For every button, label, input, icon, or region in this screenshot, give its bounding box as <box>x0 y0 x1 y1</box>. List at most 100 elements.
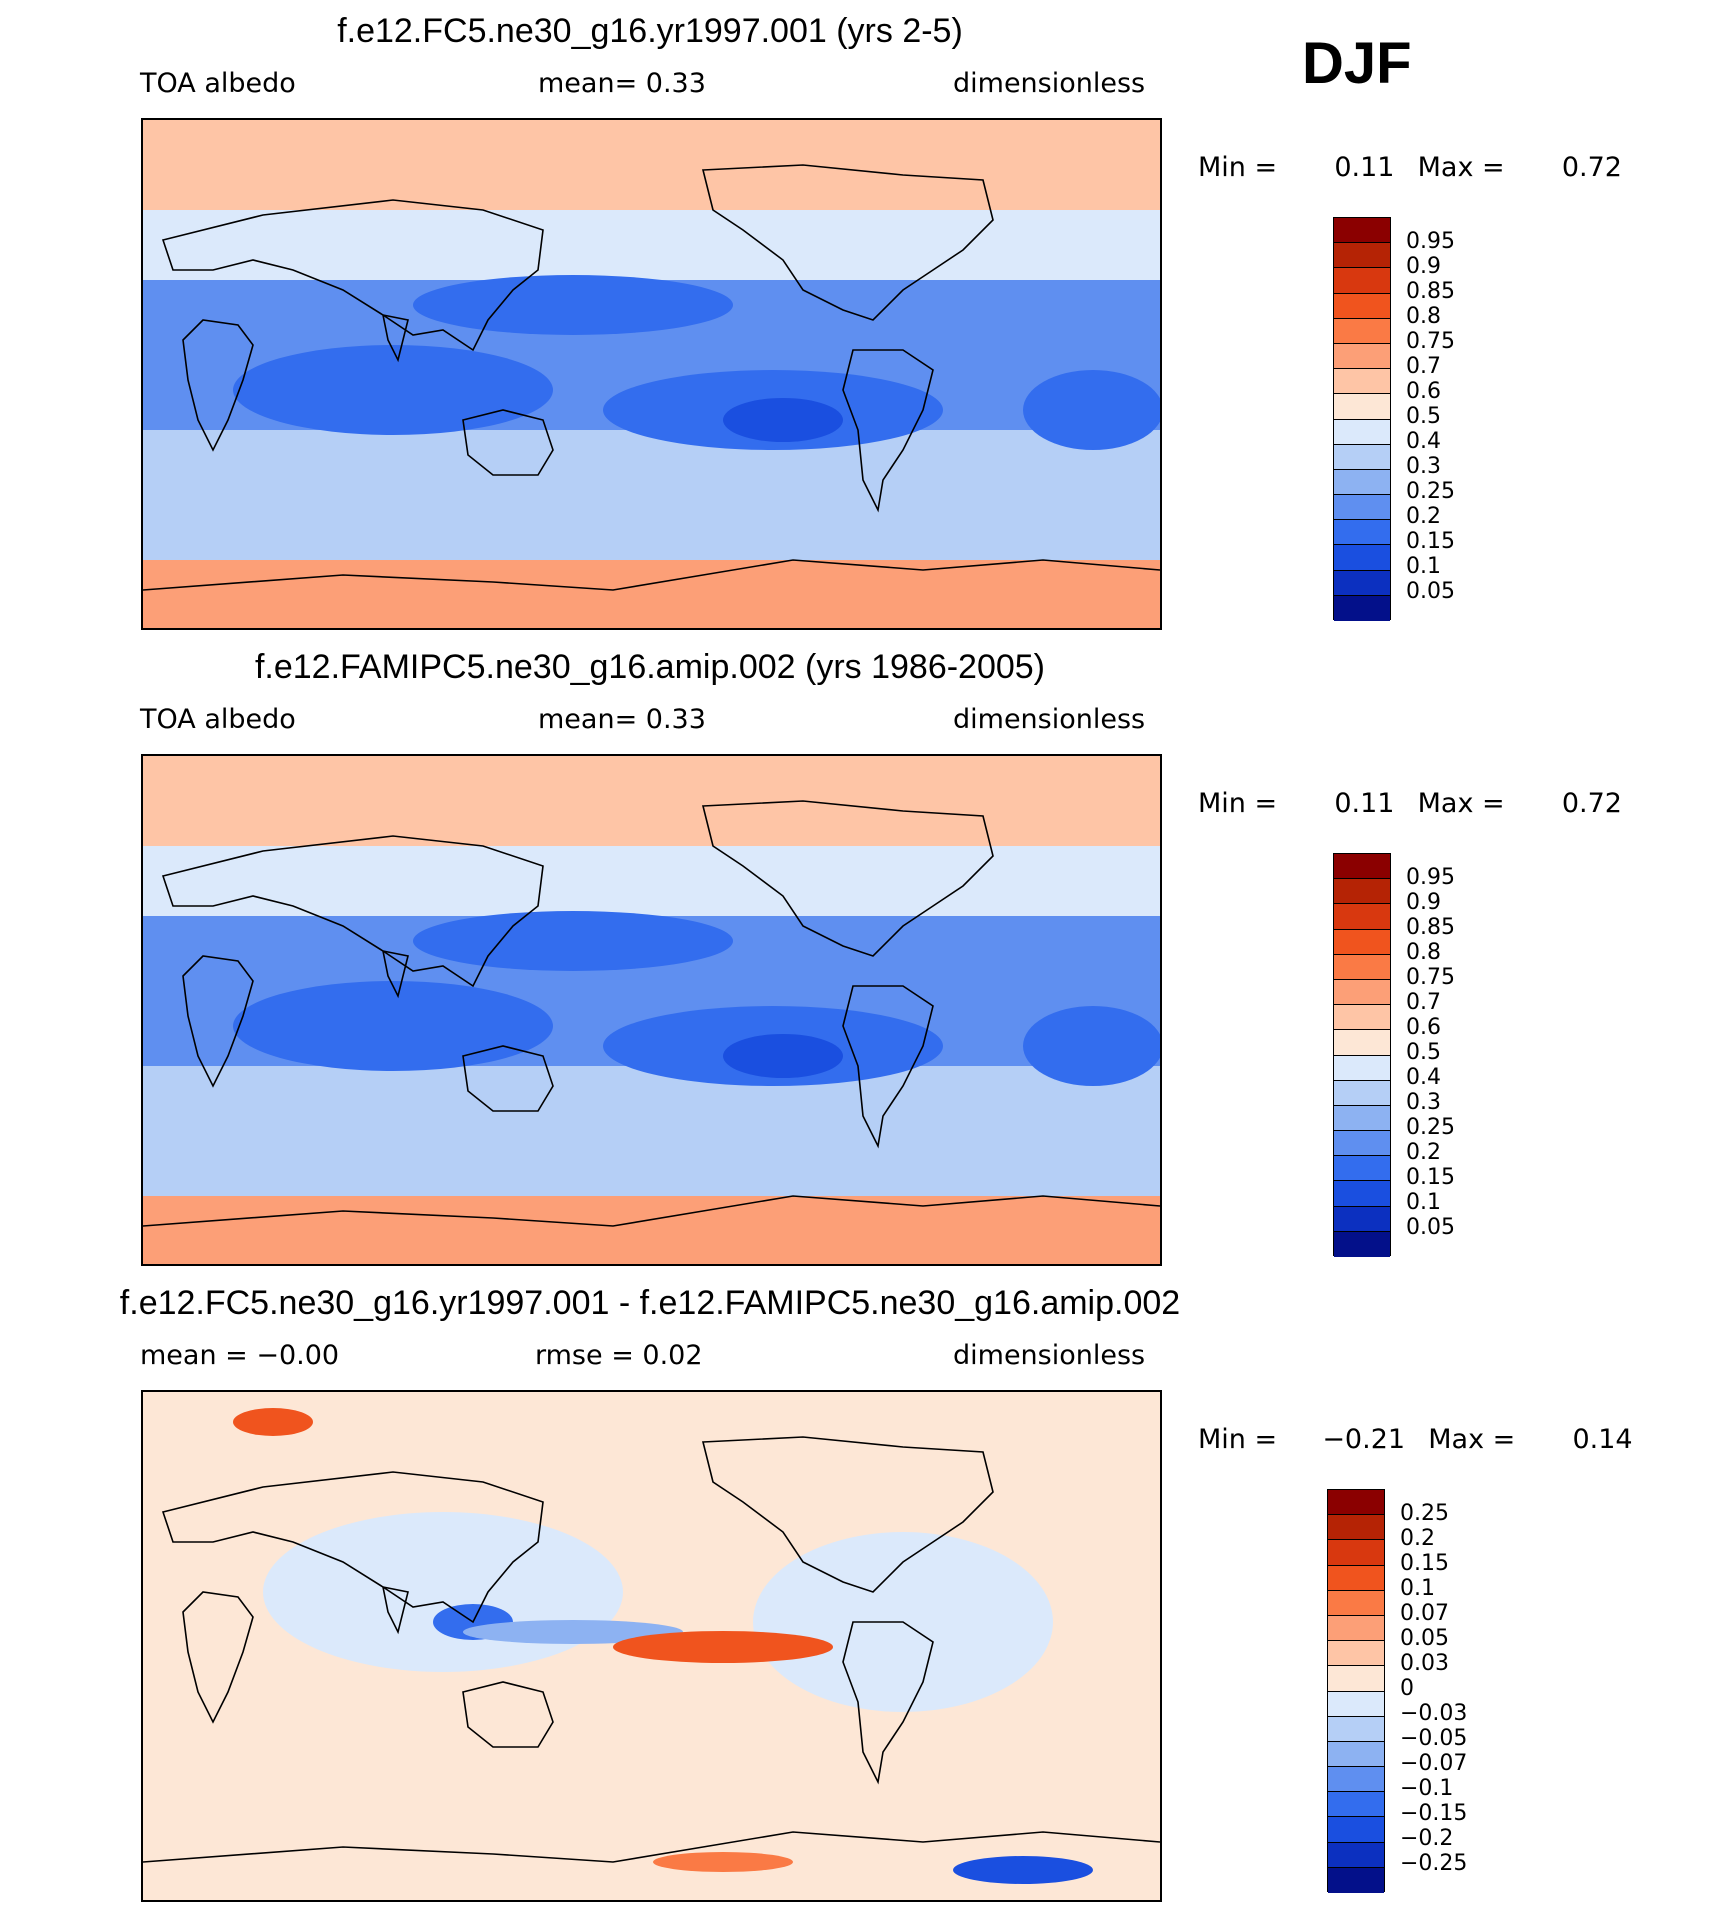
field-north-polar <box>143 120 1160 210</box>
coastline <box>701 800 994 957</box>
colorbar-swatch <box>1328 1691 1384 1717</box>
field-south-polar <box>143 560 1160 628</box>
panel-1-variable: TOA albedo <box>140 68 296 99</box>
coastline <box>182 1591 254 1724</box>
colorbar-swatch <box>1334 243 1390 269</box>
colorbar-swatch <box>1334 879 1390 905</box>
colorbar-label: 0.7 <box>1406 354 1441 379</box>
field-atlantic-low <box>1023 1006 1160 1086</box>
panel-3-max-value: 0.14 <box>1572 1424 1633 1455</box>
colorbar-swatch <box>1334 495 1390 521</box>
colorbar-label: 0 <box>1400 1676 1414 1701</box>
colorbar-label: 0.2 <box>1406 504 1441 529</box>
field-greenland-pos <box>233 1408 313 1436</box>
panel-3-rmse: rmse = 0.02 <box>535 1340 703 1371</box>
colorbar-label: 0.2 <box>1406 1140 1441 1165</box>
panel-1-max-label: Max = <box>1417 152 1505 183</box>
field-antarctic-pos <box>653 1852 793 1872</box>
coastline <box>462 409 554 476</box>
colorbar-swatch <box>1328 1565 1384 1591</box>
coastline <box>462 1681 554 1748</box>
panel-1-colorbar-labels: 0.95 0.9 0.85 0.8 0.75 0.7 0.6 0.5 0.4 0.3 0.25 0.2… <box>1406 229 1455 604</box>
panel-1-min-value: 0.11 <box>1334 152 1395 183</box>
field-npacific-low <box>413 275 733 335</box>
panel-2-max-label: Max = <box>1417 788 1505 819</box>
colorbar-swatch <box>1334 318 1390 344</box>
field-npacific-low <box>413 911 733 971</box>
colorbar-label: −0.03 <box>1400 1701 1468 1726</box>
colorbar-swatch <box>1334 1055 1390 1081</box>
field-indian-low <box>233 981 553 1071</box>
colorbar-label: 0.25 <box>1400 1501 1449 1526</box>
colorbar-label: 0.1 <box>1406 554 1441 579</box>
panel-2-min-label: Min = <box>1198 788 1278 819</box>
field-pacific-min <box>723 398 843 442</box>
colorbar-swatch <box>1334 1156 1390 1182</box>
coastline <box>143 559 1160 591</box>
field-south-midlat <box>143 450 1160 560</box>
colorbar-swatch <box>1334 1005 1390 1031</box>
colorbar-label: 0.3 <box>1406 1090 1441 1115</box>
colorbar-label: −0.25 <box>1400 1851 1468 1876</box>
colorbar-swatch <box>1334 979 1390 1006</box>
panel-1-units: dimensionless <box>953 68 1146 99</box>
field-north-midlat <box>143 210 1160 280</box>
field-south-polar <box>143 1196 1160 1264</box>
panel-3-mean: mean = −0.00 <box>140 1340 340 1371</box>
panel-2-colorbar-labels: 0.95 0.9 0.85 0.8 0.75 0.7 0.6 0.5 0.4 0.3 0.25 0.2… <box>1406 865 1455 1240</box>
panel-2-min-value: 0.11 <box>1334 788 1395 819</box>
colorbar-swatch <box>1334 1030 1390 1056</box>
colorbar-label: 0.4 <box>1406 1065 1441 1090</box>
panel-3-colorbar-labels: 0.25 0.2 0.15 0.1 0.07 0.05 0.03 0 −0.03 −0.05 −0.… <box>1400 1501 1467 1876</box>
colorbar-label: −0.15 <box>1400 1801 1468 1826</box>
panel-2-minmax: Min = 0.11 Max = 0.72 <box>1198 788 1622 819</box>
coastline <box>161 835 544 988</box>
colorbar-label: 0.5 <box>1406 404 1441 429</box>
panel-3-min-value: −0.21 <box>1322 1424 1406 1455</box>
coastline <box>462 1045 554 1112</box>
colorbar-swatch <box>1334 929 1390 955</box>
colorbar-label: 0.75 <box>1406 965 1455 990</box>
colorbar-label: 0.25 <box>1406 1115 1455 1140</box>
panel-2-map <box>141 754 1162 1266</box>
colorbar-swatch <box>1328 1666 1384 1692</box>
panel-3-max-label: Max = <box>1428 1424 1516 1455</box>
colorbar-label: −0.1 <box>1400 1776 1454 1801</box>
colorbar-swatch <box>1334 854 1390 880</box>
colorbar-swatch <box>1328 1490 1384 1516</box>
colorbar-swatch <box>1334 218 1390 244</box>
field-pacific-min <box>723 1034 843 1078</box>
panel-3-minmax: Min = −0.21 Max = 0.14 <box>1198 1424 1633 1455</box>
colorbar-label: 0.15 <box>1406 529 1455 554</box>
colorbar-swatch <box>1334 954 1390 980</box>
colorbar-label: 0.85 <box>1406 915 1455 940</box>
coastline <box>143 1831 1160 1863</box>
colorbar-label: 0.9 <box>1406 890 1441 915</box>
panel-3-colorbar <box>1327 1489 1385 1893</box>
field-north-midlat <box>143 846 1160 916</box>
colorbar-label: 0.8 <box>1406 940 1441 965</box>
panel-3-units: dimensionless <box>953 1340 1146 1371</box>
colorbar-label: 0.8 <box>1406 304 1441 329</box>
panel-3-title: f.e12.FC5.ne30_g16.yr1997.001 - f.e12.FA… <box>119 1284 1181 1322</box>
field-pacific-neg <box>463 1620 683 1644</box>
colorbar-swatch <box>1334 904 1390 930</box>
coastline <box>161 199 544 352</box>
colorbar-swatch <box>1334 343 1390 370</box>
colorbar-swatch <box>1334 545 1390 571</box>
colorbar-label: 0.95 <box>1406 865 1455 890</box>
colorbar-label: −0.05 <box>1400 1726 1468 1751</box>
colorbar-swatch <box>1334 419 1390 445</box>
panel-1-max-value: 0.72 <box>1561 152 1622 183</box>
field-north-polar <box>143 756 1160 846</box>
colorbar-label: −0.07 <box>1400 1751 1468 1776</box>
field-antarctic-neg <box>953 1856 1093 1884</box>
colorbar-swatch <box>1328 1716 1384 1742</box>
colorbar-swatch <box>1334 570 1390 596</box>
panel-2-mean: mean= 0.33 <box>538 704 706 735</box>
coastline <box>182 319 254 452</box>
field-asia-neg <box>263 1512 623 1672</box>
panel-2-units: dimensionless <box>953 704 1146 735</box>
coastline <box>842 985 934 1149</box>
colorbar-swatch <box>1334 293 1390 319</box>
